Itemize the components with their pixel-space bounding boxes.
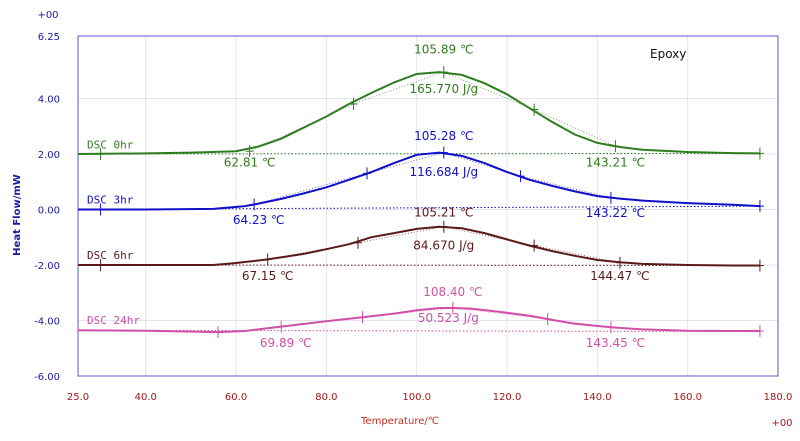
x-tick-label: 100.0 bbox=[402, 392, 431, 403]
annotations: 105.89 ℃ 165.770 J/g 62.81 ℃ 143.21 ℃ 105.28… bbox=[224, 42, 650, 349]
tangent-line bbox=[357, 226, 444, 244]
y-tick-label: -6.00 bbox=[34, 372, 60, 383]
annotation-label: 105.89 ℃ bbox=[414, 42, 473, 56]
annotation-label: 108.40 ℃ bbox=[423, 285, 482, 299]
y-tick-label: 2.00 bbox=[38, 150, 60, 161]
series-labels: DSC 0hr DSC 3hr DSC 6hr DSC 24hr bbox=[87, 138, 140, 326]
tangent-line bbox=[520, 175, 611, 199]
annotation-label: 67.15 ℃ bbox=[242, 269, 294, 283]
y-tick-label: 4.00 bbox=[38, 94, 60, 105]
annotation-label: 143.22 ℃ bbox=[586, 206, 645, 220]
series-line bbox=[77, 71, 760, 155]
series-label: DSC 0hr bbox=[87, 138, 134, 151]
series-label: DSC 3hr bbox=[87, 193, 134, 206]
x-exponent-label: +00 bbox=[771, 418, 792, 429]
x-tick-label: 25.0 bbox=[67, 392, 89, 403]
x-tick-label: 120.0 bbox=[493, 392, 522, 403]
annotation-label: 64.23 ℃ bbox=[233, 213, 285, 227]
y-tick-label: 6.25 bbox=[38, 32, 60, 43]
y-axis-label: Heat Flow/mW bbox=[12, 174, 23, 256]
annotation-label: 116.684 J/g bbox=[409, 165, 478, 179]
annotation-label: 105.21 ℃ bbox=[414, 205, 473, 219]
annotation-label: 50.523 J/g bbox=[418, 311, 479, 325]
annotation-label: 143.21 ℃ bbox=[586, 155, 645, 169]
series-label: DSC 24hr bbox=[87, 314, 140, 327]
x-tick-label: 40.0 bbox=[135, 392, 157, 403]
y-tick-label: -4.00 bbox=[34, 316, 60, 327]
point-markers bbox=[96, 66, 764, 339]
y-tick-labels: 6.25 4.00 2.00 0.00 -2.00 -4.00 -6.00 bbox=[34, 32, 60, 383]
chart-title: Epoxy bbox=[650, 47, 686, 61]
x-axis-label: Temperature/℃ bbox=[360, 416, 439, 427]
series-baseline bbox=[77, 264, 760, 267]
tangent-line bbox=[443, 71, 535, 110]
x-tick-label: 60.0 bbox=[225, 392, 247, 403]
x-tick-label: 80.0 bbox=[315, 392, 337, 403]
annotation-label: 62.81 ℃ bbox=[224, 155, 276, 169]
tangent-line bbox=[353, 71, 444, 105]
annotation-label: 144.47 ℃ bbox=[590, 269, 649, 283]
series-baseline bbox=[77, 329, 760, 333]
tangent-line bbox=[452, 307, 548, 320]
plot-frame bbox=[77, 35, 779, 377]
tangent-line bbox=[443, 226, 535, 246]
series-label: DSC 6hr bbox=[87, 249, 134, 262]
annotation-label: 165.770 J/g bbox=[409, 82, 478, 96]
x-tick-label: 160.0 bbox=[673, 392, 702, 403]
annotation-label: 143.45 ℃ bbox=[586, 336, 645, 350]
tangent-line bbox=[366, 152, 444, 174]
x-tick-labels: 25.0 40.0 60.0 80.0 100.0 120.0 140.0 160.0 180.… bbox=[67, 392, 792, 403]
annotation-label: 84.670 J/g bbox=[413, 239, 474, 253]
series-baseline bbox=[77, 205, 760, 210]
y-exponent-label: +00 bbox=[37, 10, 58, 21]
y-tick-label: -2.00 bbox=[34, 261, 60, 272]
y-tick-label: 0.00 bbox=[38, 205, 60, 216]
annotation-label: 105.28 ℃ bbox=[414, 129, 473, 143]
annotation-label: 69.89 ℃ bbox=[260, 336, 312, 350]
x-tick-label: 180.0 bbox=[764, 392, 793, 403]
x-tick-label: 140.0 bbox=[583, 392, 612, 403]
